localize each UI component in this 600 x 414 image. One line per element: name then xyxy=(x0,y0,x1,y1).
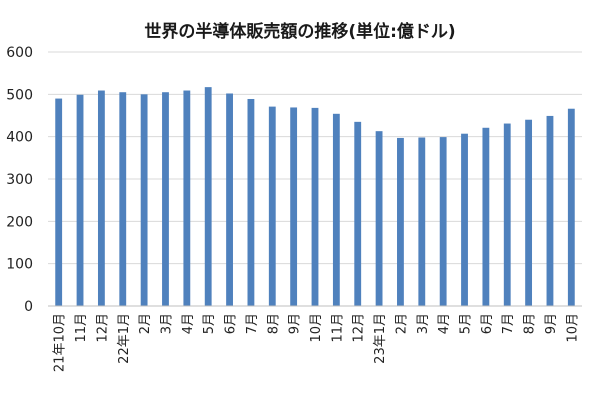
x-tick-label: 4月 xyxy=(437,313,452,334)
bar xyxy=(567,108,575,306)
x-tick-label: 4月 xyxy=(181,313,196,334)
bar xyxy=(226,93,233,306)
x-tick-label: 2月 xyxy=(394,313,409,334)
bar xyxy=(525,119,533,306)
x-tick-label: 10月 xyxy=(565,313,580,343)
bar xyxy=(290,107,298,306)
bar xyxy=(546,115,554,306)
x-tick-label: 5月 xyxy=(202,313,217,334)
bar xyxy=(247,98,255,307)
bars xyxy=(55,87,575,307)
chart-title: 世界の半導体販売額の推移(単位:億ドル) xyxy=(144,21,455,42)
y-tick-label: 200 xyxy=(6,214,33,230)
x-tick-label: 5月 xyxy=(459,313,474,334)
bar xyxy=(268,106,276,306)
bar xyxy=(332,113,340,306)
bar xyxy=(97,90,105,306)
x-tick-label: 23年1月 xyxy=(373,313,388,364)
x-axis-tick-labels: 21年10月 11月 12月 22年1月 2月 3月 4月 5月 6月 7月 8月 9月 10月 11月 1… xyxy=(53,313,581,372)
x-tick-label: 3月 xyxy=(416,313,431,334)
x-tick-label: 12月 xyxy=(352,313,367,343)
x-tick-label: 3月 xyxy=(159,313,174,334)
x-tick-label: 11月 xyxy=(330,313,345,343)
y-tick-label: 100 xyxy=(6,257,33,273)
y-axis-tick-labels: 0 100 200 300 400 500 600 xyxy=(6,45,33,315)
x-tick-label: 11月 xyxy=(74,313,89,343)
x-tick-label: 7月 xyxy=(245,313,260,334)
x-tick-label: 22年1月 xyxy=(117,313,132,364)
bar xyxy=(55,98,63,306)
x-tick-label: 9月 xyxy=(544,313,559,334)
bar xyxy=(183,90,191,306)
bar xyxy=(311,107,319,306)
x-tick-label: 2月 xyxy=(138,313,153,334)
y-tick-label: 400 xyxy=(6,130,33,146)
bar xyxy=(162,92,169,306)
x-tick-label: 10月 xyxy=(309,313,324,343)
bar xyxy=(439,137,447,306)
x-tick-label: 12月 xyxy=(95,313,110,343)
x-tick-label: 8月 xyxy=(523,313,538,334)
bar xyxy=(140,94,148,306)
bar xyxy=(503,123,511,306)
bar xyxy=(461,133,468,306)
bar xyxy=(418,137,426,306)
x-tick-label: 9月 xyxy=(288,313,303,334)
y-tick-label: 0 xyxy=(24,299,33,315)
x-tick-label: 6月 xyxy=(224,313,239,334)
y-tick-label: 500 xyxy=(6,87,33,103)
bar xyxy=(397,137,404,306)
bar xyxy=(76,94,84,306)
bar xyxy=(119,92,127,306)
bar xyxy=(482,127,490,306)
y-tick-label: 300 xyxy=(6,172,33,188)
y-tick-label: 600 xyxy=(6,45,33,61)
x-tick-label: 6月 xyxy=(480,313,495,334)
bar xyxy=(354,121,362,306)
bar xyxy=(375,131,383,306)
x-tick-label: 21年10月 xyxy=(53,313,68,372)
bar xyxy=(204,87,212,307)
x-tick-label: 7月 xyxy=(501,313,516,334)
x-tick-label: 8月 xyxy=(266,313,281,334)
